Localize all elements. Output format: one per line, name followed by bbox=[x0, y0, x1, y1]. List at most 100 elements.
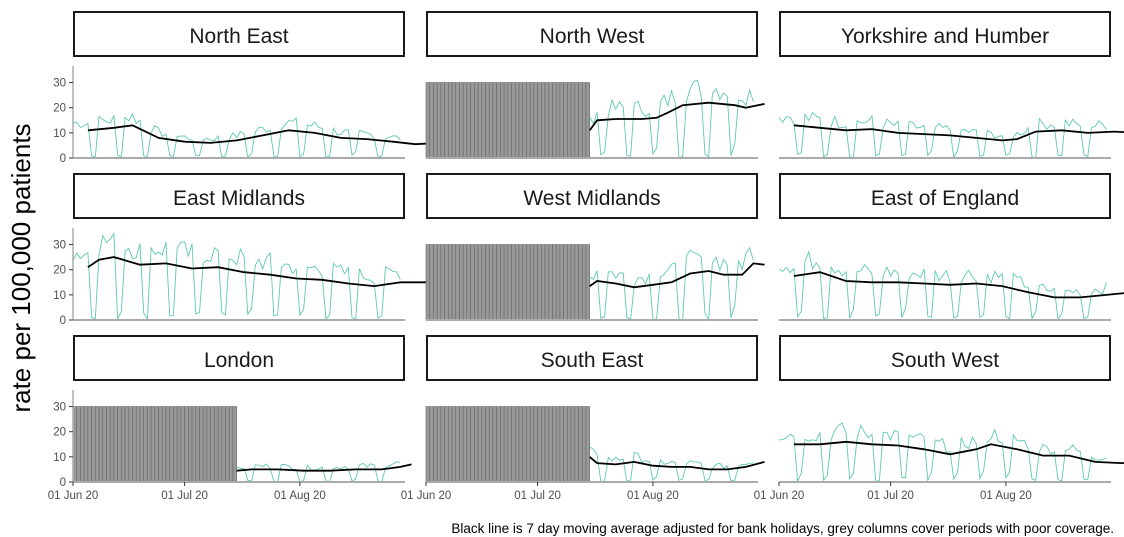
y-tick-label: 30 bbox=[53, 240, 66, 252]
poor-coverage-column bbox=[444, 82, 449, 159]
panel-strip bbox=[73, 11, 405, 57]
daily-rate-line bbox=[589, 79, 754, 159]
y-tick-label: 10 bbox=[53, 128, 66, 140]
poor-coverage-column bbox=[455, 244, 460, 321]
panel-yorkshire-and-humber: Yorkshire and Humber bbox=[778, 11, 1124, 160]
poor-coverage-column bbox=[470, 244, 475, 321]
panel-strip bbox=[779, 11, 1111, 57]
x-tick-label: 01 Aug 20 bbox=[274, 490, 326, 502]
panel-strip bbox=[779, 173, 1111, 219]
panel-east-of-england: East of England bbox=[778, 173, 1124, 321]
poor-coverage-column bbox=[448, 82, 453, 159]
panel-title: North West bbox=[540, 25, 645, 48]
poor-coverage-column bbox=[425, 406, 431, 483]
poor-coverage-column bbox=[548, 244, 553, 321]
panel-title: South East bbox=[541, 349, 644, 372]
poor-coverage-column bbox=[444, 244, 449, 321]
poor-coverage-column bbox=[529, 82, 535, 159]
poor-coverage-column bbox=[477, 244, 483, 321]
panel-strip bbox=[426, 335, 758, 381]
poor-coverage-column bbox=[440, 82, 445, 159]
poor-coverage-column bbox=[221, 406, 226, 483]
poor-coverage-column bbox=[563, 244, 568, 321]
poor-coverage-column bbox=[132, 406, 137, 483]
moving-average-line bbox=[588, 101, 765, 131]
poor-coverage-column bbox=[128, 406, 133, 483]
poor-coverage-column bbox=[481, 82, 486, 159]
poor-coverage-column bbox=[559, 406, 564, 483]
poor-coverage-column bbox=[570, 82, 576, 159]
poor-coverage-column bbox=[169, 406, 174, 483]
poor-coverage-column bbox=[492, 406, 497, 483]
y-tick-label: 0 bbox=[60, 477, 66, 489]
poor-coverage-column bbox=[470, 406, 475, 483]
panel-south-east: South East 01 Jun 20 01 Jul 20 01 Aug 20 bbox=[401, 335, 765, 502]
poor-coverage-column bbox=[581, 244, 587, 321]
poor-coverage-column bbox=[448, 406, 453, 483]
poor-coverage-column bbox=[184, 406, 189, 483]
poor-coverage-column bbox=[529, 244, 535, 321]
y-tick-label: 20 bbox=[53, 103, 66, 115]
poor-coverage-column bbox=[232, 406, 237, 483]
poor-coverage-column bbox=[228, 406, 234, 483]
x-tick-label: 01 Jul 20 bbox=[514, 490, 561, 502]
moving-average-line bbox=[236, 463, 412, 472]
panel-strip bbox=[73, 173, 405, 219]
poor-coverage-column bbox=[511, 244, 516, 321]
poor-coverage-column bbox=[522, 82, 527, 159]
x-tick-label: 01 Jul 20 bbox=[161, 490, 208, 502]
poor-coverage-column bbox=[488, 406, 494, 483]
moving-average-line bbox=[589, 262, 765, 289]
poor-coverage-column bbox=[537, 406, 542, 483]
poor-coverage-column bbox=[481, 406, 486, 483]
poor-coverage-column bbox=[80, 406, 85, 483]
poor-coverage-column bbox=[500, 82, 505, 159]
daily-rate-line bbox=[778, 250, 1107, 321]
panel-title: South West bbox=[891, 349, 999, 372]
poor-coverage-column bbox=[496, 406, 501, 483]
poor-coverage-column bbox=[117, 406, 122, 483]
poor-coverage-column bbox=[158, 406, 163, 483]
panel-strip bbox=[73, 335, 405, 381]
poor-coverage-column bbox=[451, 406, 457, 483]
poor-coverage-column bbox=[518, 82, 524, 159]
poor-coverage-column bbox=[451, 244, 457, 321]
panel-east-midlands: East Midlands 0 10 20 30 bbox=[53, 173, 554, 327]
poor-coverage-column bbox=[147, 406, 152, 483]
y-tick-label: 0 bbox=[60, 153, 66, 165]
poor-coverage-column bbox=[574, 244, 579, 321]
poor-coverage-column bbox=[444, 406, 449, 483]
panel-strip bbox=[426, 11, 758, 57]
poor-coverage-column bbox=[555, 406, 561, 483]
poor-coverage-column bbox=[429, 406, 434, 483]
poor-coverage-column bbox=[555, 244, 561, 321]
poor-coverage-column bbox=[433, 244, 438, 321]
poor-coverage-column bbox=[544, 82, 550, 159]
poor-coverage-column bbox=[143, 406, 148, 483]
poor-coverage-column bbox=[474, 82, 479, 159]
poor-coverage-column bbox=[581, 82, 587, 159]
poor-coverage-column bbox=[217, 406, 223, 483]
poor-coverage-column bbox=[462, 406, 468, 483]
poor-coverage-column bbox=[552, 406, 557, 483]
poor-coverage-column bbox=[570, 406, 576, 483]
poor-coverage-column bbox=[518, 244, 524, 321]
poor-coverage-column bbox=[95, 406, 100, 483]
poor-coverage-column bbox=[518, 406, 524, 483]
poor-coverage-column bbox=[500, 244, 505, 321]
poor-coverage-column bbox=[91, 406, 96, 483]
poor-coverage-column bbox=[578, 406, 583, 483]
poor-coverage-column bbox=[180, 406, 185, 483]
poor-coverage-column bbox=[514, 244, 520, 321]
moving-average-line bbox=[793, 271, 1124, 299]
poor-coverage-column bbox=[507, 244, 512, 321]
poor-coverage-column bbox=[436, 82, 442, 159]
poor-coverage-column bbox=[425, 82, 431, 159]
poor-coverage-column bbox=[448, 244, 453, 321]
y-tick-label: 20 bbox=[53, 427, 66, 439]
poor-coverage-column bbox=[477, 82, 483, 159]
poor-coverage-column bbox=[150, 406, 156, 483]
y-axis-title: rate per 100,000 patients bbox=[6, 123, 36, 412]
moving-average-line bbox=[793, 124, 1124, 142]
panel-strip bbox=[426, 173, 758, 219]
